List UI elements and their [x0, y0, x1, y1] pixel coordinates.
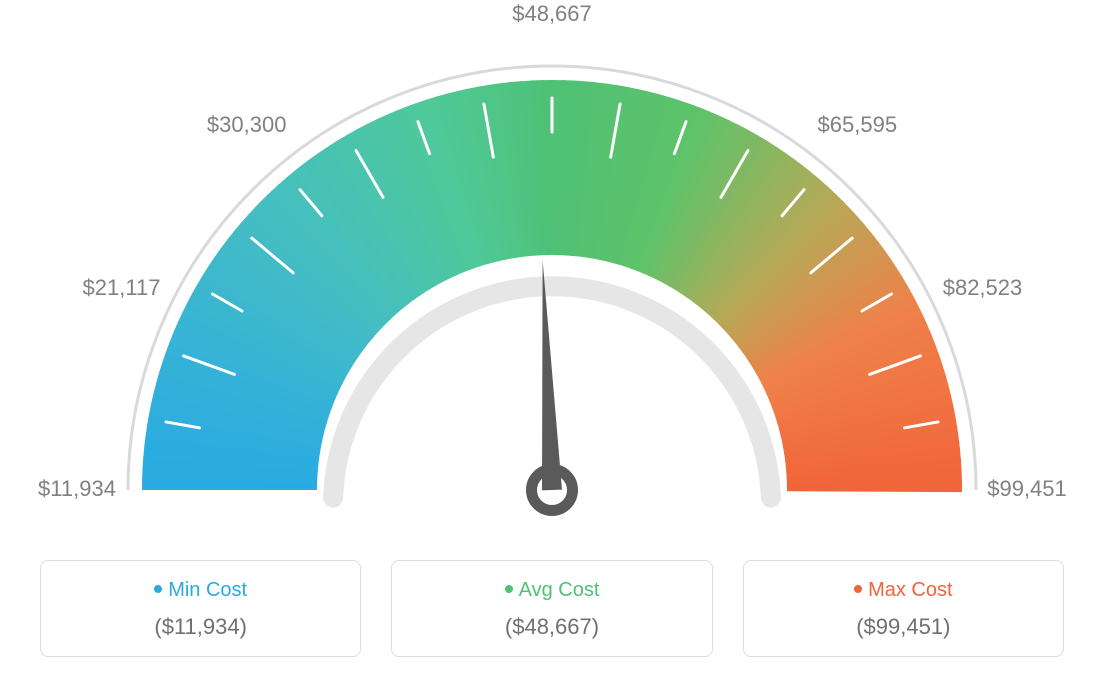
max-cost-label: Max Cost	[868, 579, 952, 601]
avg-dot-icon	[505, 585, 513, 593]
scale-label: $99,451	[987, 476, 1067, 501]
scale-label: $65,595	[818, 112, 898, 137]
summary-cards: Min Cost ($11,934) Avg Cost ($48,667) Ma…	[0, 560, 1104, 677]
avg-cost-title: Avg Cost	[402, 579, 701, 602]
scale-label: $82,523	[943, 275, 1023, 300]
scale-label: $30,300	[207, 112, 287, 137]
max-dot-icon	[854, 585, 862, 593]
avg-cost-label: Avg Cost	[519, 579, 600, 601]
scale-label: $11,934	[38, 476, 116, 501]
max-cost-card: Max Cost ($99,451)	[743, 560, 1064, 657]
scale-label: $21,117	[83, 275, 161, 300]
scale-label: $48,667	[512, 1, 592, 26]
min-cost-card: Min Cost ($11,934)	[40, 560, 361, 657]
min-cost-value: ($11,934)	[51, 614, 350, 640]
gauge-container: $11,934 $21,117 $30,300 $48,667 $65,595 $82,5…	[0, 0, 1104, 560]
min-cost-label: Min Cost	[168, 579, 247, 601]
min-dot-icon	[154, 585, 162, 593]
min-cost-title: Min Cost	[51, 579, 350, 602]
max-cost-value: ($99,451)	[754, 614, 1053, 640]
max-cost-title: Max Cost	[754, 579, 1053, 602]
avg-cost-value: ($48,667)	[402, 614, 701, 640]
gauge-svg: $11,934 $21,117 $30,300 $48,667 $65,595 $82,5…	[0, 0, 1104, 560]
avg-cost-card: Avg Cost ($48,667)	[391, 560, 712, 657]
